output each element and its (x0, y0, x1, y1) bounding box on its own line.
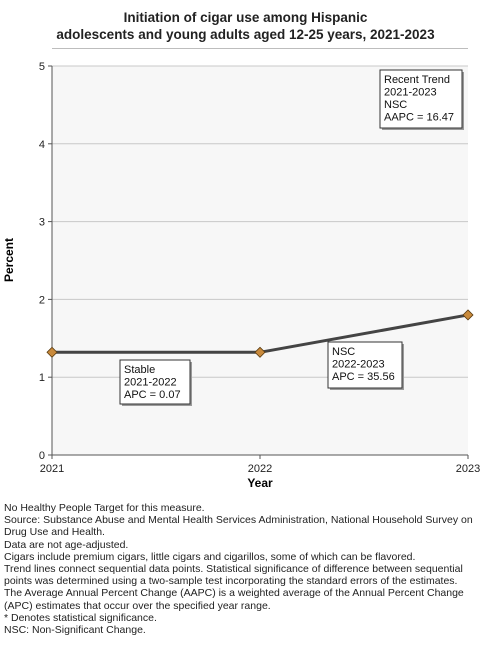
footnote-line: Trend lines connect sequential data poin… (4, 563, 463, 588)
footnote-line: Data are not age-adjusted. (4, 538, 129, 551)
annotation-frame (327, 341, 403, 389)
annotation-text: NSC (384, 99, 407, 111)
chart-title-line-1: Initiation of cigar use among Hispanic (123, 10, 368, 25)
trend-segment (259, 313, 469, 354)
y-tick-label: 0 (39, 450, 45, 462)
series-points (46, 309, 474, 358)
x-tick-label: 2023 (456, 463, 480, 475)
annotation-text: 2021-2023 (384, 87, 437, 99)
footnote-line: Source: Substance Abuse and Mental Healt… (4, 514, 473, 539)
footnote-line: Cigars include premium cigars, little ci… (4, 550, 416, 563)
y-ticks: 0 1 2 3 4 5 (39, 61, 52, 462)
footnotes: No Healthy People Target for this measur… (4, 502, 490, 636)
y-tick-label: 5 (39, 61, 45, 73)
annotation-frame (379, 69, 463, 129)
y-tick-label: 3 (39, 217, 45, 229)
chart-title-line-2: adolescents and young adults aged 12-25 … (56, 27, 435, 42)
y-tick-label: 1 (39, 372, 45, 384)
x-tick-label: 2021 (40, 463, 64, 475)
gridlines (52, 65, 468, 378)
y-tick-label: 4 (39, 139, 45, 151)
annotation-text: AAPC = 16.47 (384, 112, 454, 124)
annotation-text: NSC (332, 346, 355, 358)
annotation-text: 2022-2023 (332, 359, 385, 371)
chart-title: Initiation of cigar use among Hispanic a… (0, 9, 491, 43)
x-axis-label: Year (247, 476, 273, 490)
footnote-line: * Denotes statistical significance. (4, 611, 157, 624)
y-axis-label: Percent (2, 238, 16, 282)
annotation-text: APC = 35.56 (332, 371, 395, 383)
footnote-line: NSC: Non-Significant Change. (4, 624, 146, 637)
footnote-line: No Healthy People Target for this measur… (4, 502, 205, 514)
annotation-text: Recent Trend (384, 74, 450, 86)
annotation-text: Stable (124, 364, 155, 376)
annotation-text: 2021-2022 (124, 377, 177, 389)
annotation-text: APC = 0.07 (124, 389, 181, 401)
title-divider (52, 48, 468, 49)
x-ticks: 2021 2022 2023 (40, 455, 480, 475)
data-point (254, 346, 266, 358)
annotation-frame (119, 359, 191, 405)
data-point (462, 309, 474, 321)
y-tick-label: 2 (39, 294, 45, 306)
data-point (46, 346, 58, 358)
footnote-line: The Average Annual Percent Change (AAPC)… (4, 587, 464, 612)
series-lines (52, 313, 469, 354)
x-tick-label: 2022 (248, 463, 272, 475)
